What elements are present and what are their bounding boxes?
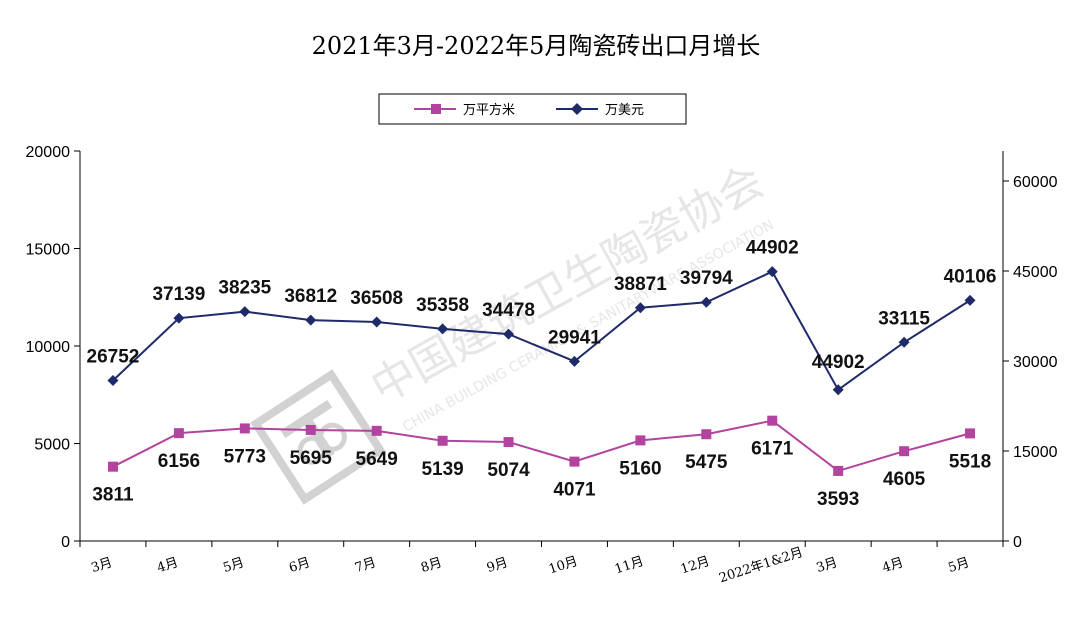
left-tick-label: 10000 [26,339,71,356]
data-label-area: 3811 [92,485,134,506]
data-point [766,266,778,278]
data-point [107,374,119,386]
data-label-usd: 34478 [482,300,535,321]
data-label-area: 6156 [158,451,200,472]
data-point [569,456,580,467]
legend-marker-area [431,104,441,114]
left-tick-label: 15000 [26,242,71,259]
data-label-area: 5074 [487,460,530,481]
x-tick-label: 7月 [353,555,378,576]
data-label-area: 5518 [949,451,991,472]
data-label-area: 4071 [553,480,596,501]
data-point [899,446,910,457]
legend-marker-usd [571,103,583,115]
data-label-usd: 38871 [614,274,667,295]
data-label-usd: 35358 [416,295,469,316]
legend: 万平方米 万美元 [378,93,687,125]
legend-item-area: 万平方米 [414,102,515,118]
data-point [173,312,185,324]
data-label-usd: 39794 [680,268,733,289]
data-label-area: 6171 [751,439,794,460]
series-usd [107,266,976,396]
x-tick-label: 10月 [547,554,580,577]
chart-title: 2021年3月-2022年5月陶瓷砖出口月增长 [312,32,761,60]
data-point [305,424,316,435]
data-label-area: 4605 [883,469,926,490]
data-label-usd: 29941 [548,327,601,348]
data-point [833,465,844,476]
data-point [239,423,250,434]
left-tick-label: 0 [61,534,70,551]
legend-label-usd: 万美元 [605,103,644,118]
data-point [767,415,778,426]
data-label-usd: 44902 [746,238,799,259]
data-label-area: 3593 [817,489,859,510]
data-label-area: 5695 [290,448,333,469]
x-tick-label: 9月 [485,555,510,576]
data-point [701,429,712,440]
x-tick-label: 6月 [287,555,312,576]
right-tick-label: 60000 [1013,174,1058,191]
data-label-usd: 33115 [878,308,930,329]
x-tick-label: 12月 [679,554,712,577]
right-axis-ticks: 0 15000 30000 45000 60000 [1003,174,1058,551]
data-label-usd: 36508 [350,288,403,309]
x-tick-label: 4月 [881,555,906,576]
series-line [112,270,971,392]
watermark: 中国建筑卫生陶瓷协会 CHINA BUILDING CERAMICS & SAN… [250,156,777,505]
data-point [503,437,514,448]
data-point [305,314,317,326]
x-tick-label: 8月 [419,555,444,576]
data-point [634,302,646,314]
data-point [239,306,251,318]
right-tick-label: 45000 [1013,264,1058,281]
data-point [964,294,976,306]
right-tick-label: 0 [1013,534,1022,551]
series-line [112,419,971,473]
data-point [371,425,382,436]
data-point [965,428,976,439]
x-tick-label: 3月 [815,555,840,576]
data-point [173,428,184,439]
left-tick-label: 20000 [26,144,71,161]
data-label-usd: 38235 [218,278,271,299]
data-label-area: 5475 [685,452,728,473]
data-label-usd: 36812 [284,286,337,307]
x-tick-label: 2022年1&2月 [717,545,805,586]
data-label-usd: 26752 [87,346,140,367]
legend-item-usd: 万美元 [556,103,644,118]
data-label-area: 5649 [356,449,398,470]
data-point [503,328,515,340]
left-tick-label: 5000 [34,437,70,454]
data-label-usd: 40106 [944,266,997,287]
data-point [898,336,910,348]
data-label-area: 5139 [421,459,463,480]
x-tick-label: 5月 [221,555,246,576]
data-point [107,461,118,472]
x-tick-label: 11月 [613,554,646,577]
legend-label-area: 万平方米 [463,102,515,118]
data-label-usd: 44902 [812,352,865,373]
right-tick-label: 15000 [1013,444,1058,461]
data-label-area: 5773 [224,446,266,467]
data-labels: 26752 37139 38235 36812 36508 35358 34478 29941… [87,238,997,510]
left-axis-ticks: 0 5000 10000 15000 20000 [26,144,80,551]
data-label-usd: 37139 [152,284,205,305]
x-tick-label: 5月 [947,555,972,576]
series-area [107,415,976,476]
data-point [437,323,449,335]
data-point [371,316,383,328]
x-tick-label: 3月 [89,555,114,576]
x-tick-label: 4月 [155,555,180,576]
data-point [635,435,646,446]
right-tick-label: 30000 [1013,354,1058,371]
data-label-area: 5160 [619,458,661,479]
data-point [700,296,712,308]
data-point [568,355,580,367]
watermark-logo [250,369,386,505]
data-point [437,435,448,446]
x-axis-ticks: 3月 4月 5月 6月 7月 8月 9月 10月 11月 12月 2022年1&2月 3月 4月 5月 [79,541,1004,586]
data-point [832,384,844,396]
